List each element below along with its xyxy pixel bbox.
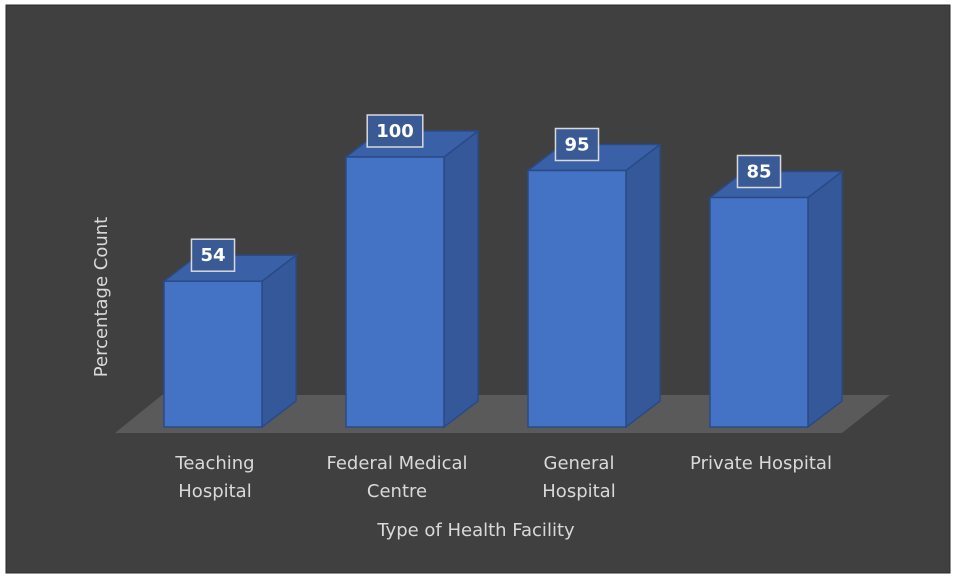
- bar-front: [709, 196, 809, 428]
- data-label-box: [554, 127, 600, 162]
- bar: [161, 253, 299, 429]
- x-tick-label: General Hospital: [542, 453, 616, 502]
- bar: [343, 129, 481, 429]
- bar-front: [345, 156, 445, 428]
- bar-side: [807, 169, 843, 429]
- data-label: 95: [564, 135, 589, 156]
- bar-side: [625, 142, 661, 429]
- y-axis-title: Percentage Count: [91, 217, 112, 377]
- data-label-box: [736, 154, 782, 189]
- data-label: 100: [376, 121, 414, 142]
- x-tick-label: Federal Medical Centre: [326, 453, 468, 502]
- x-axis-title: Type of Health Facility: [376, 520, 575, 541]
- x-tick-label: Private Hospital: [690, 453, 832, 474]
- data-label-box: [366, 114, 424, 148]
- data-label-box: [190, 238, 236, 272]
- x-tick-label: Teaching Hospital: [175, 453, 255, 502]
- data-label: 54: [200, 245, 225, 266]
- data-label: 85: [746, 162, 771, 183]
- bar-front: [163, 280, 263, 428]
- bar-front: [527, 169, 627, 428]
- bar-side: [261, 253, 297, 429]
- bar: [707, 169, 845, 429]
- bar: [525, 142, 663, 429]
- floor: [115, 395, 890, 433]
- bar-side: [443, 129, 479, 429]
